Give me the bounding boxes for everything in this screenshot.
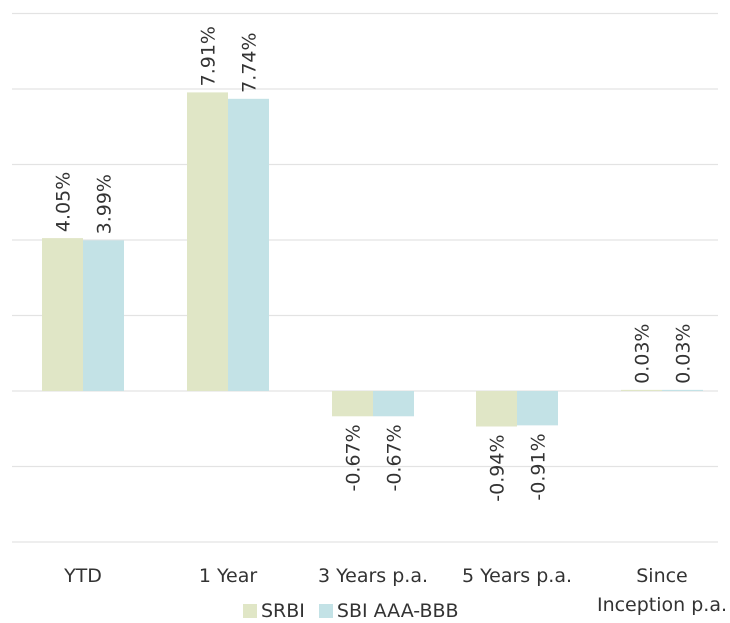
data-label: -0.94% (487, 434, 509, 501)
bar-srbi (476, 391, 517, 427)
legend-swatch-srbi (243, 604, 257, 618)
bar-sbi-aaa-bbb (228, 98, 269, 391)
legend-label-srbi: SRBI (261, 600, 305, 622)
data-label: 7.74% (239, 32, 261, 92)
data-label: 3.99% (94, 174, 116, 234)
category-label: YTD (63, 565, 102, 587)
bar-sbi-aaa-bbb (373, 391, 414, 417)
data-label: 0.03% (632, 324, 654, 384)
bar-sbi-aaa-bbb (83, 240, 124, 391)
legend-item-srbi: SRBI (243, 600, 305, 622)
legend: SRBI SBI AAA-BBB (243, 600, 473, 622)
category-label: 1 Year (199, 565, 258, 587)
category-label: Inception p.a. (597, 594, 727, 616)
category-label: 5 Years p.a. (462, 565, 572, 587)
category-label: Since (636, 565, 688, 587)
legend-item-sbi-aaa-bbb: SBI AAA-BBB (318, 600, 459, 622)
bar-srbi (187, 92, 228, 392)
bar-sbi-aaa-bbb (517, 391, 558, 426)
category-label: 3 Years p.a. (318, 565, 428, 587)
data-label: 7.91% (198, 26, 220, 86)
bar-srbi (621, 389, 662, 391)
data-label: -0.91% (528, 433, 550, 500)
bar-srbi (42, 238, 83, 391)
data-label: 4.05% (53, 172, 75, 232)
data-label: 0.03% (673, 324, 695, 384)
bar-sbi-aaa-bbb (662, 389, 703, 391)
bar-srbi (332, 391, 373, 417)
data-label: -0.67% (343, 424, 365, 491)
legend-label-sbi-aaa-bbb: SBI AAA-BBB (336, 600, 459, 622)
legend-swatch-sbi-aaa-bbb (318, 604, 333, 618)
data-label: -0.67% (384, 424, 406, 491)
